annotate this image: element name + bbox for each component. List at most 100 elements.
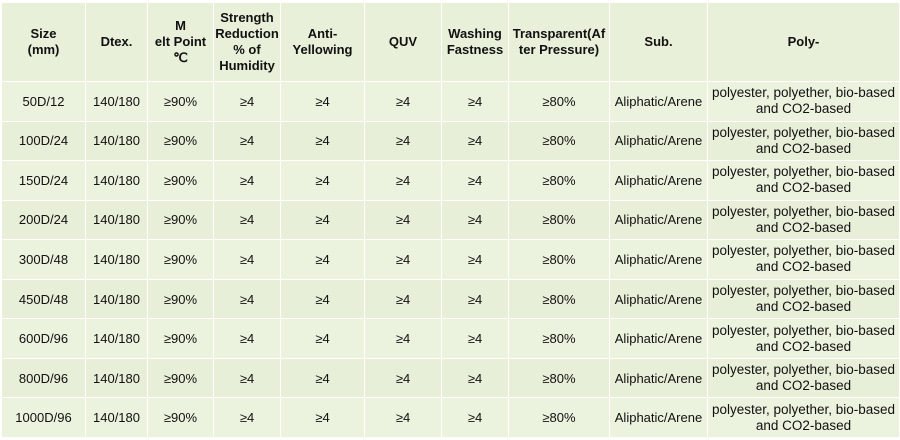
- cell-washing-fastness: ≥4: [441, 318, 509, 359]
- cell-washing-fastness: ≥4: [441, 357, 509, 399]
- cell-anti-yellowing: ≥4: [280, 81, 365, 122]
- table-row: 100D/24 140/180 ≥90% ≥4 ≥4 ≥4 ≥4 ≥80% Al…: [1, 120, 900, 162]
- cell-washing-fastness: ≥4: [441, 397, 509, 438]
- cell-size: 1000D/96: [1, 397, 86, 438]
- cell-strength-reduction: ≥4: [213, 160, 281, 201]
- cell-strength-reduction: ≥4: [213, 239, 281, 280]
- cell-dtex: 140/180: [85, 160, 148, 201]
- table-row: 600D/96 140/180 ≥90% ≥4 ≥4 ≥4 ≥4 ≥80% Al…: [1, 318, 900, 359]
- cell-quv: ≥4: [364, 357, 442, 399]
- cell-quv: ≥4: [364, 120, 442, 162]
- table-row: 300D/48 140/180 ≥90% ≥4 ≥4 ≥4 ≥4 ≥80% Al…: [1, 239, 900, 280]
- header-quv: QUV: [364, 2, 442, 82]
- cell-anti-yellowing: ≥4: [280, 160, 365, 201]
- cell-size: 200D/24: [1, 199, 86, 241]
- cell-washing-fastness: ≥4: [441, 160, 509, 201]
- cell-quv: ≥4: [364, 81, 442, 122]
- cell-quv: ≥4: [364, 239, 442, 280]
- cell-melt-point: ≥90%: [147, 199, 214, 241]
- cell-strength-reduction: ≥4: [213, 357, 281, 399]
- cell-poly: polyester, polyether, bio-based and CO2-…: [707, 357, 900, 399]
- cell-melt-point: ≥90%: [147, 120, 214, 162]
- cell-dtex: 140/180: [85, 81, 148, 122]
- cell-strength-reduction: ≥4: [213, 120, 281, 162]
- table-row: 50D/12 140/180 ≥90% ≥4 ≥4 ≥4 ≥4 ≥80% Ali…: [1, 81, 900, 122]
- cell-melt-point: ≥90%: [147, 278, 214, 320]
- cell-strength-reduction: ≥4: [213, 397, 281, 438]
- table-row: 800D/96 140/180 ≥90% ≥4 ≥4 ≥4 ≥4 ≥80% Al…: [1, 357, 900, 399]
- cell-washing-fastness: ≥4: [441, 120, 509, 162]
- cell-sub: Aliphatic/Arene: [609, 318, 708, 359]
- header-size: Size (mm): [1, 2, 86, 82]
- cell-quv: ≥4: [364, 318, 442, 359]
- cell-transparent: ≥80%: [508, 318, 610, 359]
- table-row: 1000D/96 140/180 ≥90% ≥4 ≥4 ≥4 ≥4 ≥80% A…: [1, 397, 900, 438]
- cell-melt-point: ≥90%: [147, 81, 214, 122]
- cell-poly: polyester, polyether, bio-based and CO2-…: [707, 397, 900, 438]
- header-strength-reduction: Strength Reduction % of Humidity: [213, 2, 281, 82]
- cell-transparent: ≥80%: [508, 397, 610, 438]
- cell-transparent: ≥80%: [508, 120, 610, 162]
- cell-size: 100D/24: [1, 120, 86, 162]
- cell-quv: ≥4: [364, 199, 442, 241]
- cell-sub: Aliphatic/Arene: [609, 81, 708, 122]
- cell-dtex: 140/180: [85, 397, 148, 438]
- header-melt-point: M elt Point ℃: [147, 2, 214, 82]
- header-sub: Sub.: [609, 2, 708, 82]
- table-row: 150D/24 140/180 ≥90% ≥4 ≥4 ≥4 ≥4 ≥80% Al…: [1, 160, 900, 201]
- header-poly: Poly-: [707, 2, 900, 82]
- cell-size: 600D/96: [1, 318, 86, 359]
- cell-dtex: 140/180: [85, 357, 148, 399]
- cell-transparent: ≥80%: [508, 278, 610, 320]
- cell-strength-reduction: ≥4: [213, 81, 281, 122]
- cell-melt-point: ≥90%: [147, 318, 214, 359]
- cell-dtex: 140/180: [85, 278, 148, 320]
- cell-dtex: 140/180: [85, 239, 148, 280]
- cell-sub: Aliphatic/Arene: [609, 397, 708, 438]
- cell-transparent: ≥80%: [508, 199, 610, 241]
- cell-anti-yellowing: ≥4: [280, 239, 365, 280]
- table-row: 200D/24 140/180 ≥90% ≥4 ≥4 ≥4 ≥4 ≥80% Al…: [1, 199, 900, 241]
- cell-transparent: ≥80%: [508, 357, 610, 399]
- cell-melt-point: ≥90%: [147, 239, 214, 280]
- cell-poly: polyester, polyether, bio-based and CO2-…: [707, 278, 900, 320]
- cell-size: 450D/48: [1, 278, 86, 320]
- cell-strength-reduction: ≥4: [213, 318, 281, 359]
- cell-poly: polyester, polyether, bio-based and CO2-…: [707, 318, 900, 359]
- cell-anti-yellowing: ≥4: [280, 278, 365, 320]
- cell-sub: Aliphatic/Arene: [609, 120, 708, 162]
- cell-strength-reduction: ≥4: [213, 199, 281, 241]
- header-washing-fastness: Washing Fastness: [441, 2, 509, 82]
- cell-strength-reduction: ≥4: [213, 278, 281, 320]
- cell-transparent: ≥80%: [508, 239, 610, 280]
- cell-quv: ≥4: [364, 397, 442, 438]
- header-row: Size (mm) Dtex. M elt Point ℃ Strength R…: [1, 2, 900, 82]
- cell-size: 800D/96: [1, 357, 86, 399]
- cell-dtex: 140/180: [85, 199, 148, 241]
- cell-washing-fastness: ≥4: [441, 239, 509, 280]
- cell-sub: Aliphatic/Arene: [609, 357, 708, 399]
- header-dtex: Dtex.: [85, 2, 148, 82]
- cell-poly: polyester, polyether, bio-based and CO2-…: [707, 199, 900, 241]
- cell-dtex: 140/180: [85, 318, 148, 359]
- cell-anti-yellowing: ≥4: [280, 397, 365, 438]
- header-transparent: Transparent(Af ter Pressure): [508, 2, 610, 82]
- cell-washing-fastness: ≥4: [441, 199, 509, 241]
- cell-transparent: ≥80%: [508, 81, 610, 122]
- cell-poly: polyester, polyether, bio-based and CO2-…: [707, 160, 900, 201]
- cell-size: 300D/48: [1, 239, 86, 280]
- cell-sub: Aliphatic/Arene: [609, 278, 708, 320]
- cell-transparent: ≥80%: [508, 160, 610, 201]
- cell-poly: polyester, polyether, bio-based and CO2-…: [707, 81, 900, 122]
- cell-poly: polyester, polyether, bio-based and CO2-…: [707, 239, 900, 280]
- cell-melt-point: ≥90%: [147, 160, 214, 201]
- cell-melt-point: ≥90%: [147, 357, 214, 399]
- cell-anti-yellowing: ≥4: [280, 357, 365, 399]
- cell-anti-yellowing: ≥4: [280, 199, 365, 241]
- cell-quv: ≥4: [364, 278, 442, 320]
- cell-sub: Aliphatic/Arene: [609, 160, 708, 201]
- cell-sub: Aliphatic/Arene: [609, 239, 708, 280]
- cell-anti-yellowing: ≥4: [280, 318, 365, 359]
- cell-dtex: 140/180: [85, 120, 148, 162]
